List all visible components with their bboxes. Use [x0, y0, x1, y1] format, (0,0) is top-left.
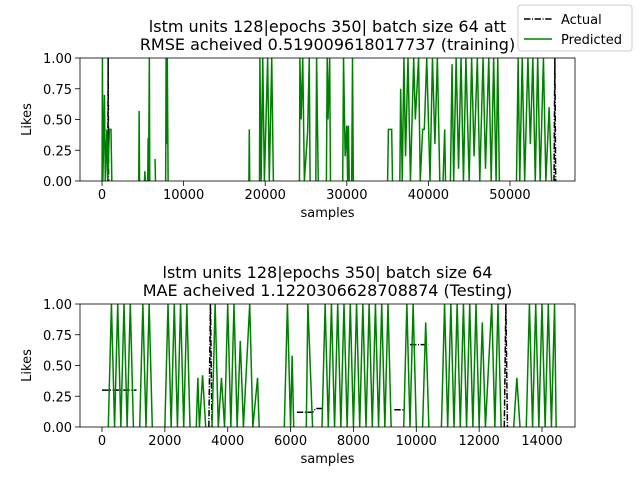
y-tick-label: 1.00 — [43, 52, 72, 67]
chart-title: RMSE acheived 0.519009618017737 (trainin… — [140, 35, 515, 54]
x-tick-label: 10000 — [396, 434, 437, 449]
plot-area — [101, 58, 557, 181]
x-axis-label: samples — [300, 206, 354, 221]
y-tick-label: 0.50 — [43, 114, 72, 129]
x-tick-label: 4000 — [211, 434, 244, 449]
y-tick-label: 0.25 — [43, 390, 72, 405]
x-tick-label: 40000 — [408, 188, 449, 203]
x-tick-label: 0 — [98, 434, 106, 449]
y-tick-label: 0.00 — [43, 421, 72, 436]
legend-label: Predicted — [561, 33, 622, 48]
series-line — [101, 58, 553, 181]
series-line — [102, 304, 509, 427]
chart-title: lstm units 128|epochs 350| batch size 64 — [163, 263, 493, 282]
x-tick-label: 10000 — [163, 188, 204, 203]
y-tick-label: 0.75 — [43, 329, 72, 344]
x-tick-label: 12000 — [458, 434, 499, 449]
plot-area — [102, 304, 557, 427]
x-tick-label: 30000 — [326, 188, 367, 203]
y-tick-label: 0.50 — [43, 360, 72, 375]
legend-label: Actual — [561, 13, 602, 28]
y-tick-label: 0.00 — [43, 175, 72, 190]
chart-title: MAE acheived 1.1220306628708874 (Testing… — [143, 281, 513, 300]
y-tick-label: 1.00 — [43, 298, 72, 313]
y-axis-label: Likes — [20, 103, 35, 136]
chart-title: lstm units 128|epochs 350| batch size 64… — [149, 17, 506, 36]
x-tick-label: 50000 — [489, 188, 530, 203]
y-tick-label: 0.25 — [43, 144, 72, 159]
x-tick-label: 2000 — [148, 434, 181, 449]
y-axis-label: Likes — [20, 349, 35, 382]
legend: Actual Predicted — [517, 4, 633, 52]
x-tick-label: 0 — [98, 188, 106, 203]
y-tick-label: 0.75 — [43, 83, 72, 98]
series-line — [107, 304, 557, 427]
x-tick-label: 6000 — [274, 434, 307, 449]
x-tick-label: 8000 — [337, 434, 370, 449]
x-tick-label: 14000 — [521, 434, 562, 449]
x-tick-label: 20000 — [245, 188, 286, 203]
x-axis-label: samples — [300, 452, 354, 467]
